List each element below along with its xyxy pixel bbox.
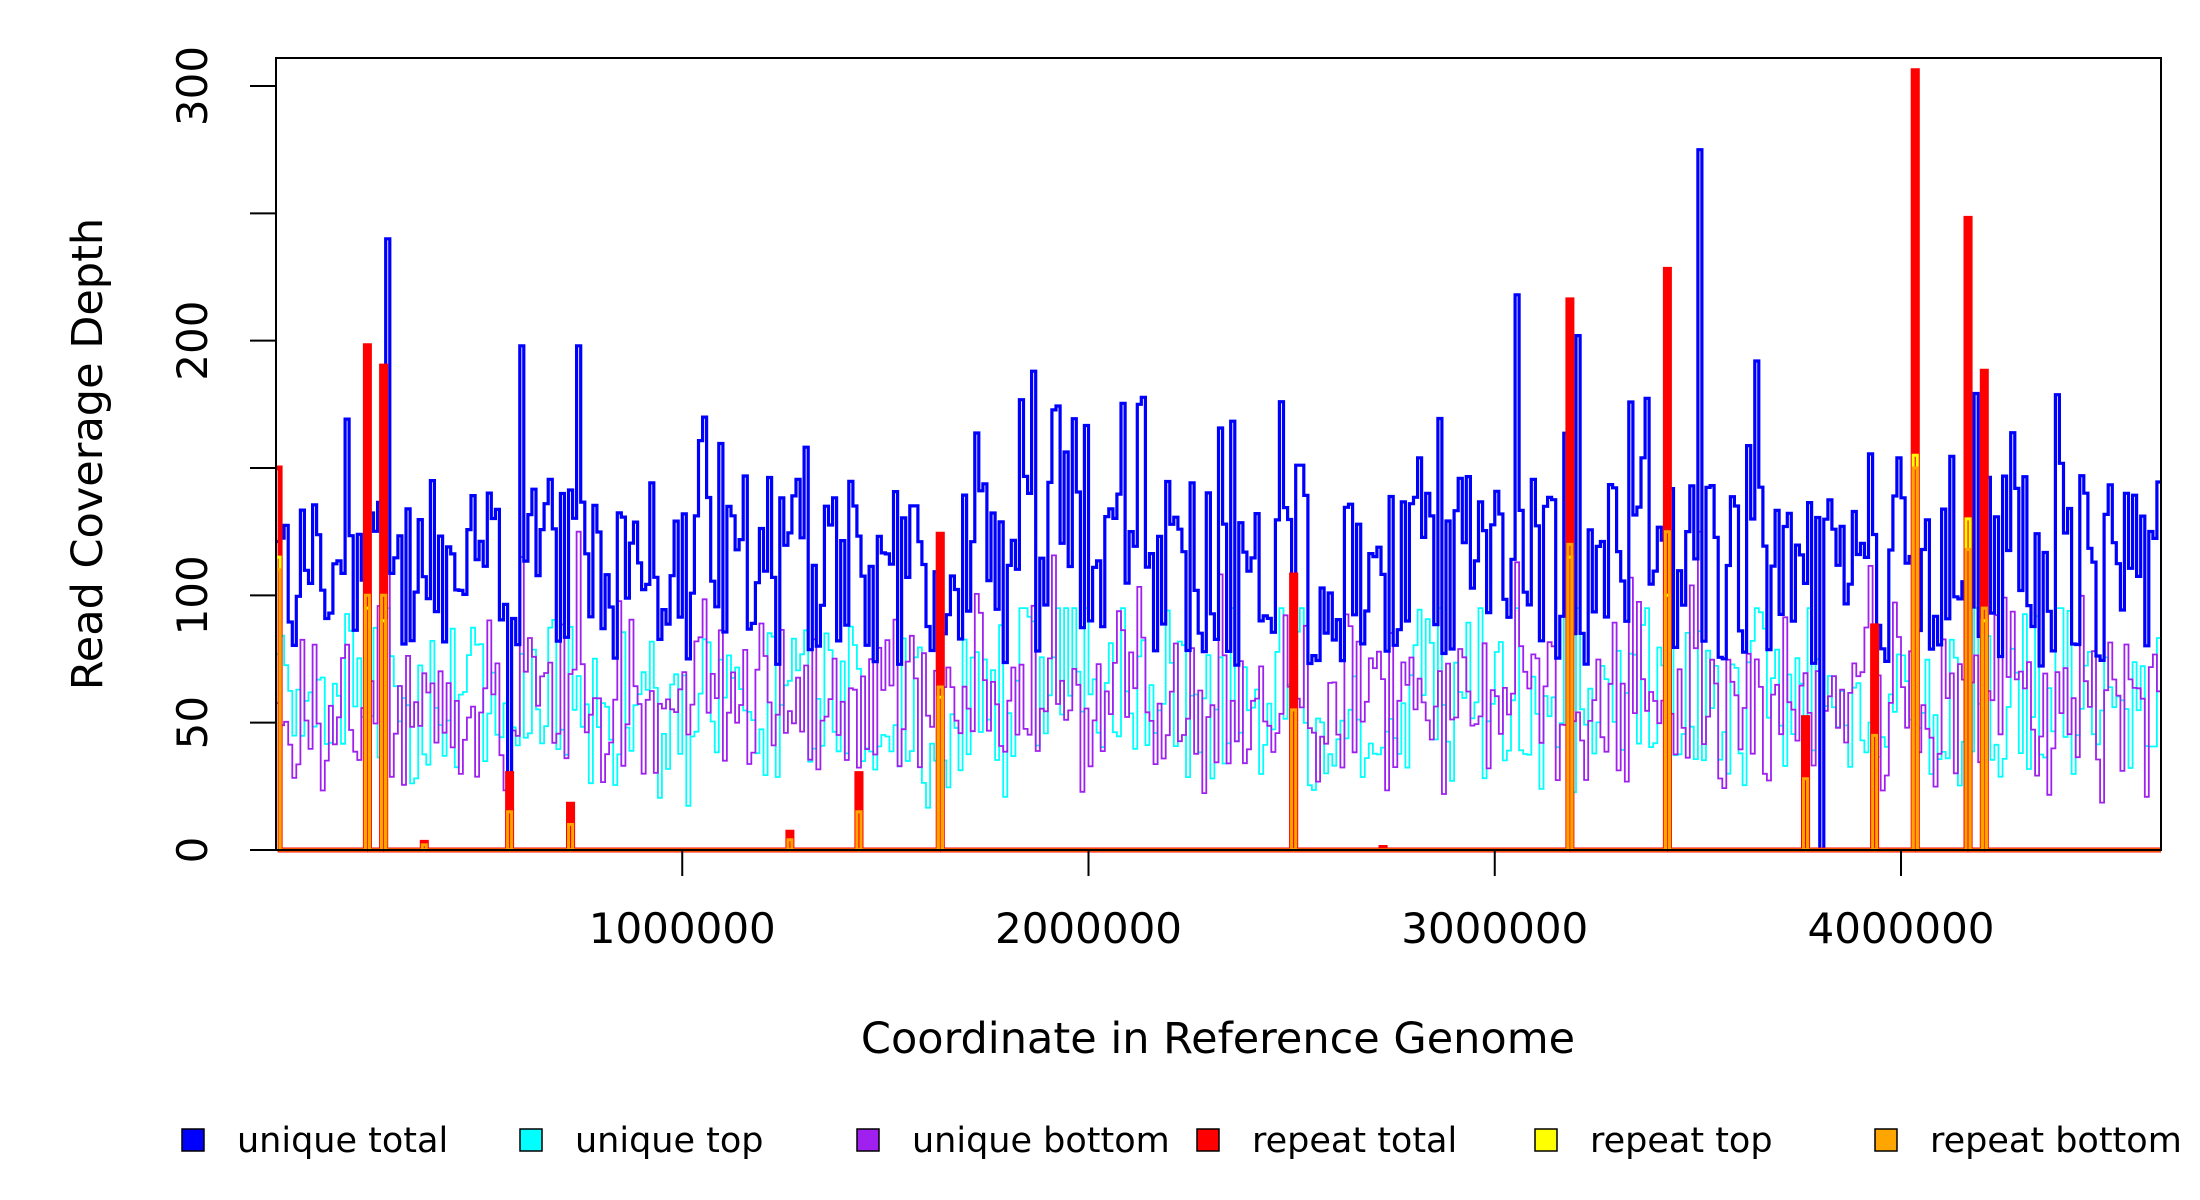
y-tick-label: 200 (168, 301, 217, 381)
x-tick-label: 4000000 (1807, 904, 1994, 953)
series-layer (276, 68, 2161, 853)
x-tick-label: 1000000 (589, 904, 776, 953)
legend-swatch (519, 1128, 543, 1152)
legend-swatch (1196, 1128, 1220, 1152)
legend-label: repeat bottom (1930, 1121, 2182, 1161)
series-line-unique-bottom (276, 530, 2161, 851)
legend-swatch (1534, 1128, 1558, 1152)
y-axis-label: Read Coverage Depth (63, 218, 113, 690)
x-tick-label: 2000000 (995, 904, 1182, 953)
legend-label: repeat top (1590, 1121, 1773, 1161)
y-tick-label: 300 (168, 46, 217, 126)
legend-swatch (181, 1128, 205, 1152)
x-axis: 1000000 2000000 3000000 4000000 (589, 850, 1995, 953)
legend-label: repeat total (1252, 1121, 1457, 1161)
legend-label: unique top (575, 1121, 764, 1161)
y-axis: 0 50 100 200 300 (168, 46, 277, 864)
legend: unique total unique top unique bottom repea… (181, 1121, 2182, 1161)
legend-label: unique bottom (912, 1121, 1170, 1161)
y-tick-label: 100 (168, 555, 217, 635)
x-axis-label: Coordinate in Reference Genome (861, 1014, 1575, 1064)
legend-swatch (1874, 1128, 1898, 1152)
legend-label: unique total (237, 1121, 448, 1161)
legend-swatch (856, 1128, 880, 1152)
series-line-unique-total (276, 148, 2161, 852)
x-tick-label: 3000000 (1401, 904, 1588, 953)
y-tick-label: 50 (168, 696, 217, 749)
y-tick-label: 0 (168, 837, 217, 864)
